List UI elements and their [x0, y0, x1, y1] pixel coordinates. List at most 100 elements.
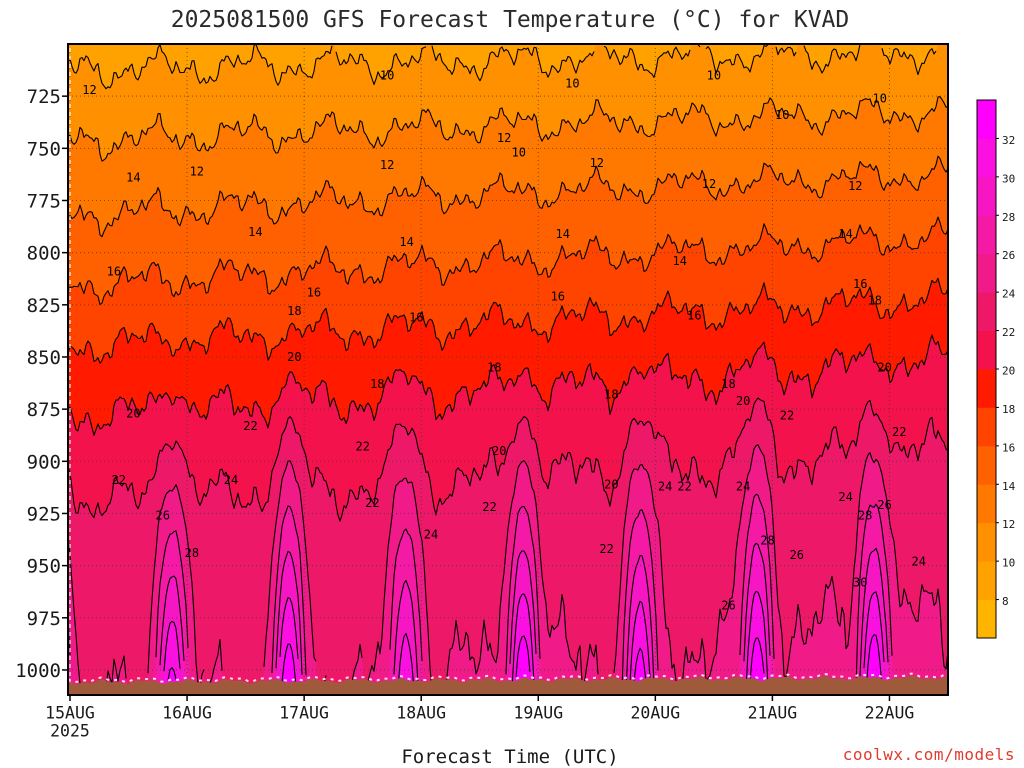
x-tick-label: 20AUG [630, 704, 680, 723]
contour-label: 30 [853, 575, 867, 589]
contour-label: 16 [107, 264, 121, 278]
contour-label: 14 [248, 225, 262, 239]
contour-label: 22 [243, 419, 257, 433]
contour-line-14 [68, 155, 948, 238]
colorbar-label: 24 [1002, 288, 1016, 301]
colorbar-label: 12 [1002, 518, 1015, 531]
contour-label: 24 [658, 479, 672, 493]
x-tick-label: 18AUG [396, 704, 446, 723]
contour-label: 10 [707, 68, 721, 82]
contour-label: 18 [868, 294, 882, 308]
contour-label: 12 [380, 158, 394, 172]
contour-label: 28 [858, 509, 872, 523]
x-tick-label: 17AUG [279, 704, 329, 723]
x-tick-label: 22AUG [865, 704, 915, 723]
contour-label: 18 [287, 304, 301, 318]
x-tick-label: 16AUG [162, 704, 212, 723]
colorbar-band [977, 138, 996, 178]
contour-label: 24 [736, 479, 750, 493]
contour-label: 10 [565, 77, 579, 91]
colorbar-label: 30 [1002, 172, 1015, 185]
contour-label: 12 [190, 164, 204, 178]
contour-line-28 [159, 542, 889, 694]
colorbar-band [977, 445, 996, 485]
contour-label: 16 [307, 285, 321, 299]
x-tick-label: 19AUG [513, 704, 563, 723]
contour-label: 16 [853, 277, 867, 291]
contour-label: 28 [185, 546, 199, 560]
colorbar-band [977, 407, 996, 447]
colorbar: 8 10 12 14 16 18 20 22 24 26 28 30 32 [976, 99, 1016, 639]
contour-label: 18 [604, 388, 618, 402]
contour-label: 20 [736, 394, 750, 408]
contour-line-16 [68, 216, 948, 306]
contour-label: 12 [590, 156, 604, 170]
colorbar-label: 28 [1002, 211, 1015, 224]
x-axis-title: Forecast Time (UTC) [401, 746, 619, 768]
contour-label: 16 [409, 310, 423, 324]
colorbar-band [977, 176, 996, 216]
colorbar-label: 14 [1002, 480, 1016, 493]
contour-label: 10 [512, 146, 526, 160]
colorbar-label: 10 [1002, 557, 1015, 570]
contour-label: 20 [126, 406, 140, 420]
colorbar-band [977, 100, 996, 139]
colorbar-band [977, 253, 996, 293]
contour-label: 20 [287, 350, 301, 364]
colorbar-label: 16 [1002, 441, 1015, 454]
grid [68, 44, 948, 695]
x-axis: 15AUG 16AUG 17AUG 18AUG 19AUG 20AUG 21AUG 22AUG… [45, 695, 914, 741]
y-tick-label: 750 [27, 138, 61, 160]
y-tick-label: 950 [27, 556, 61, 578]
contour-label: 18 [721, 377, 735, 391]
contour-label: 12 [848, 179, 862, 193]
colorbar-label: 18 [1002, 403, 1015, 416]
contour-line-10 [68, 44, 937, 90]
contour-line-22 [68, 397, 948, 522]
colorbar-band [977, 215, 996, 255]
y-axis: 725 750 775 800 825 850 875 900 925 950 975 1000 [15, 86, 68, 682]
y-tick-label: 975 [27, 608, 61, 630]
contour-label: 14 [399, 235, 413, 249]
contour-label: 20 [492, 444, 506, 458]
y-tick-label: 900 [27, 451, 61, 473]
colorbar-band [977, 292, 996, 331]
y-tick-label: 775 [27, 191, 61, 213]
contour-label: 16 [551, 290, 565, 304]
y-tick-label: 850 [27, 347, 61, 369]
colorbar-band [977, 330, 996, 370]
contour-line-30 [163, 590, 885, 691]
colorbar-label: 20 [1002, 365, 1015, 378]
terrain [68, 675, 948, 695]
colorbar-label: 22 [1002, 326, 1015, 339]
contour-label: 22 [355, 440, 369, 454]
contour-label: 26 [155, 509, 169, 523]
contour-label: 18 [487, 360, 501, 374]
contour-label: 26 [790, 548, 804, 562]
watermark: coolwx.com/models [842, 745, 1015, 764]
contour-label: 16 [687, 308, 701, 322]
contour-label: 14 [672, 254, 686, 268]
contour-label: 26 [721, 598, 735, 612]
contour-label: 24 [424, 527, 438, 541]
y-tick-label: 925 [27, 504, 61, 526]
contour-label: 22 [892, 425, 906, 439]
contour-label: 12 [82, 83, 96, 97]
chart-title: 2025081500 GFS Forecast Temperature (°C)… [170, 7, 850, 33]
contour-label: 28 [760, 534, 774, 548]
fill-band-32 [68, 634, 948, 695]
plot-frame [67, 43, 949, 696]
contour-label: 10 [380, 68, 394, 82]
y-tick-label: 725 [27, 86, 61, 108]
x-axis-year: 2025 [50, 722, 90, 741]
contour-label: 24 [224, 473, 238, 487]
contour-label: 12 [702, 177, 716, 191]
contour-line-18 [68, 277, 948, 364]
colorbar-band [977, 561, 996, 600]
contour-label: 22 [365, 496, 379, 510]
contour-label: 20 [877, 360, 891, 374]
